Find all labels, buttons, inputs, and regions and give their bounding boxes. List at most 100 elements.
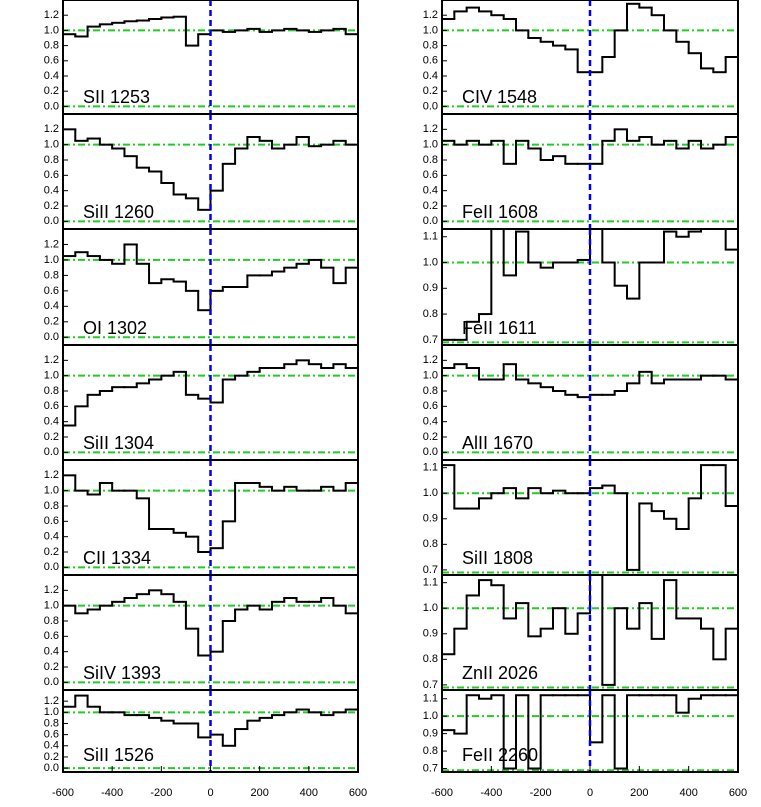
y-tick-label: 0.6 [44,285,59,297]
y-tick-label: 1.2 [44,695,59,707]
x-tick-label: -200 [150,787,172,799]
y-tick-label: 0.8 [423,40,438,52]
y-tick-label: 0.4 [44,70,59,82]
line-label: SiII 1260 [83,202,154,222]
plot-area [63,460,358,575]
panel: 0.0 0.2 0.4 0.6 0.8 1.0 1.2 CIV 1548 [423,0,739,115]
y-tick-label: 1.0 [44,139,59,151]
y-tick-label: 1.0 [44,370,59,382]
y-tick-label: 0.2 [44,546,59,558]
y-tick-label: 0.6 [423,55,438,67]
y-tick-label: 1.2 [423,9,438,21]
plot-area [442,460,738,575]
y-tick-label: 0.0 [44,561,59,573]
y-tick-label: 0.9 [423,513,438,525]
y-tick-label: 0.6 [44,630,59,642]
y-tick-label: 1.0 [423,710,438,722]
y-tick-label: 0.4 [44,646,59,658]
y-tick-label: 1.0 [423,24,438,36]
y-tick-label: 0.6 [44,400,59,412]
y-tick-label: 0.4 [423,70,438,82]
y-tick-label: 0.0 [423,100,438,112]
x-tick-label: 600 [349,787,367,799]
y-tick-label: 0.0 [44,100,59,112]
y-tick-label: 0.0 [423,215,438,227]
line-label: AlII 1670 [462,433,533,453]
y-tick-label: 0.2 [44,316,59,328]
y-tick-label: 1.1 [423,693,438,705]
x-tick-label: 200 [630,787,648,799]
line-label: FeII 2260 [462,745,538,765]
y-tick-label: 1.0 [44,706,59,718]
plot-area [63,575,358,690]
y-tick-label: 0.2 [44,200,59,212]
y-tick-label: 1.0 [44,24,59,36]
y-tick-label: 0.9 [423,728,438,740]
y-tick-label: 0.4 [44,185,59,197]
y-tick-label: 1.0 [44,254,59,266]
panel: 0.0 0.2 0.4 0.6 0.8 1.0 1.2 CII 1334 [44,459,359,576]
y-tick-label: 0.6 [44,55,59,67]
plot-area [442,114,738,229]
panel: 0.0 0.2 0.4 0.6 0.8 1.0 1.2 SII 1253 [44,0,359,115]
y-tick-label: 0.2 [423,431,438,443]
y-tick-label: 0.2 [44,85,59,97]
y-tick-label: 1.2 [44,354,59,366]
y-tick-label: 1.0 [423,602,438,614]
x-tick-label: 400 [679,787,697,799]
plot-area [63,114,358,229]
panel: 0.7 0.8 0.9 1.0 1.1 SiII 1808 [423,459,739,576]
y-tick-label: 1.2 [44,469,59,481]
panel: 0.00.20.40.60.81.01.2 SiII 1526 -600 -400 -2… [44,689,367,799]
y-tick-label: 1.1 [423,577,438,589]
y-tick-label: 0.6 [44,515,59,527]
y-tick-label: 0.8 [44,500,59,512]
y-tick-label: 0.7 [423,762,438,774]
x-tick-label: 400 [300,787,318,799]
panel: 0.7 0.8 0.9 1.0 1.1 ZnII 2026 [423,574,739,691]
y-tick-label: 0.6 [44,169,59,181]
x-tick-label: 200 [250,787,268,799]
y-tick-label: 0.0 [44,215,59,227]
y-tick-label: 0.7 [423,564,438,576]
x-tick-label: -400 [480,787,502,799]
y-tick-label: 1.1 [423,462,438,474]
y-tick-label: 1.0 [423,370,438,382]
y-tick-label: 0.7 [423,334,438,346]
y-tick-label: 0.2 [44,431,59,443]
y-tick-label: 0.8 [423,538,438,550]
y-tick-label: 1.0 [44,600,59,612]
y-tick-label: 1.0 [44,485,59,497]
y-tick-label: 0.2 [44,661,59,673]
x-tick-label: 0 [587,787,593,799]
plot-area [63,0,358,114]
y-tick-label: 1.0 [423,487,438,499]
panel: 0.0 0.2 0.4 0.6 0.8 1.0 1.2 SiII 1304 [44,344,359,461]
y-tick-label: 0.0 [44,676,59,688]
line-label: CIV 1548 [462,87,537,107]
plot-area [63,229,358,345]
x-tick-label: -200 [530,787,552,799]
y-tick-label: 1.2 [44,584,59,596]
y-tick-label: 0.4 [44,531,59,543]
y-tick-label: 0.4 [423,416,438,428]
y-tick-label: 0.7 [423,679,438,691]
y-tick-label: 1.0 [423,256,438,268]
y-tick-label: 0.0 [44,762,59,774]
line-label: FeII 1608 [462,202,538,222]
x-tick-label: -600 [52,787,74,799]
y-tick-label: 0.8 [423,745,438,757]
x-tick-label: 0 [207,787,213,799]
y-tick-label: 0.4 [44,300,59,312]
panel: 0.0 0.2 0.4 0.6 0.8 1.0 1.2 SiII 1260 [44,113,359,230]
line-label: SiII 1526 [83,745,154,765]
y-tick-label: 0.0 [423,446,438,458]
y-tick-label: 0.0 [44,446,59,458]
y-tick-label: 0.8 [423,308,438,320]
y-tick-label: 0.2 [423,200,438,212]
x-tick-label: -600 [431,787,453,799]
y-tick-label: 1.2 [44,238,59,250]
plot-area [442,0,738,114]
y-tick-label: 1.2 [44,123,59,135]
